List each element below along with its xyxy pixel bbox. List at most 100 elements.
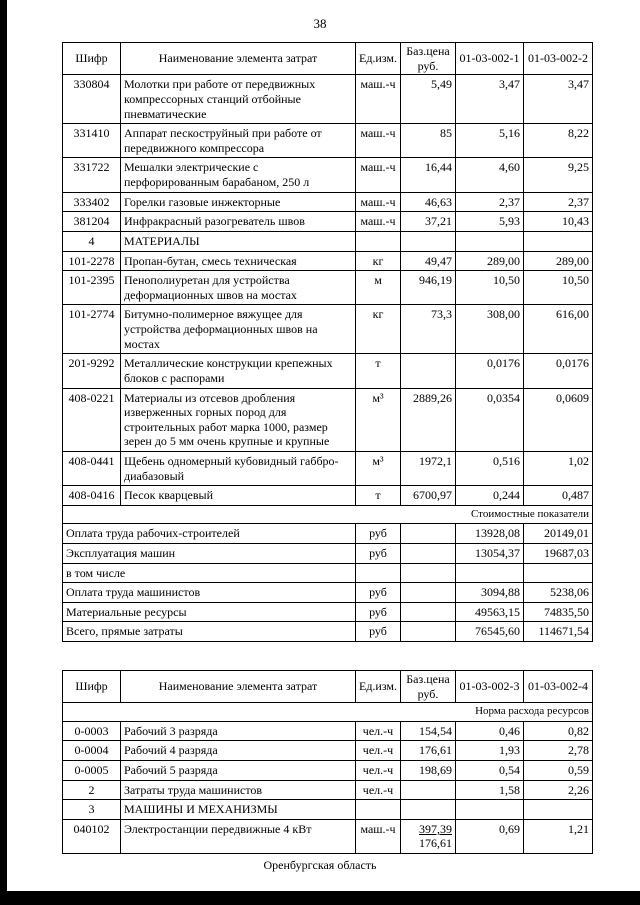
value-cell-2: 19687,03	[523, 542, 593, 564]
value-cell-2: 0,0176	[523, 353, 593, 389]
name-cell: МАШИНЫ И МЕХАНИЗМЫ	[120, 799, 356, 820]
code-cell: 408-0221	[62, 387, 121, 452]
table-row: Норма расхода ресурсов	[62, 702, 593, 722]
value-cell-1	[455, 230, 524, 252]
code-cell: 331410	[62, 123, 121, 159]
value-cell-1: 2,37	[455, 191, 524, 213]
table-row: Всего, прямые затраты руб 76545,60 114671,5…	[62, 621, 593, 643]
value-cell-1: 0,0176	[455, 353, 524, 389]
unit-cell: чел.-ч	[355, 720, 401, 742]
code-cell: 3	[62, 799, 121, 820]
value-cell-2: 5238,06	[523, 582, 593, 603]
base-price-cell: 16,44	[400, 157, 456, 193]
code-cell: 330804	[62, 74, 121, 125]
code-cell: 4	[62, 230, 121, 252]
unit-cell: кг	[355, 304, 401, 355]
base-price-cell	[400, 582, 456, 603]
base-price-cell	[400, 230, 456, 252]
unit-cell: чел.-ч	[355, 779, 401, 801]
header-name: Наименование элемента затрат	[120, 670, 356, 704]
unit-cell: м³	[355, 387, 401, 452]
value-cell-2: 74835,50	[523, 601, 593, 623]
base-price-cell: 2889,26	[400, 387, 456, 452]
table-row: 408-0221 Материалы из отсевов дробления и…	[62, 387, 593, 452]
name-cell: Рабочий 3 разряда	[120, 720, 356, 742]
header-norm-col-1: 01-03-002-1	[455, 41, 524, 76]
page-number: 38	[313, 16, 327, 31]
name-cell: Металлические конструкции крепежных блок…	[120, 353, 356, 389]
code-cell: 331722	[62, 157, 121, 193]
unit-cell: маш.-ч	[355, 74, 401, 125]
base-price-cell: 49,47	[400, 250, 456, 272]
code-cell: 0-0004	[62, 740, 121, 761]
value-cell-2: 616,00	[523, 304, 593, 355]
value-cell-1: 0,54	[455, 759, 524, 781]
table-row: 2 Затраты труда машинистов чел.-ч 1,58 2,26	[62, 779, 593, 801]
base-price-cell: 176,61	[400, 740, 456, 761]
base-price-cell: 1972,1	[400, 450, 456, 487]
name-cell: Инфракрасный разогреватель швов	[120, 211, 356, 232]
table-row: 101-2278 Пропан-бутан, смесь техническая к…	[62, 250, 593, 272]
value-cell-1: 13054,37	[455, 542, 524, 564]
base-price-cell	[400, 523, 456, 544]
value-cell-1: 13928,08	[455, 523, 524, 544]
value-cell-1: 4,60	[455, 157, 524, 193]
name-cell: Рабочий 4 разряда	[120, 740, 356, 761]
value-cell-1: 5,16	[455, 123, 524, 159]
header-name: Наименование элемента затрат	[120, 41, 356, 76]
name-cell: Битумно-полимерное вяжущее для устройств…	[120, 304, 356, 355]
table-row: 0-0005 Рабочий 5 разряда чел.-ч 198,69 0,54 0…	[62, 759, 593, 781]
value-cell-1: 0,244	[455, 485, 524, 506]
value-cell-2: 2,26	[523, 779, 593, 801]
value-cell-2: 0,487	[523, 485, 593, 506]
table-row: 408-0441 Щебень одномерный кубовидный габ…	[62, 450, 593, 487]
header-code: Шифр	[62, 670, 121, 704]
summary-label: в том числе	[62, 562, 356, 584]
value-cell-2	[523, 562, 593, 584]
table-row: 408-0416 Песок кварцевый т 6700,97 0,244 0,48…	[62, 485, 593, 506]
summary-label: Оплата труда машинистов	[62, 582, 356, 603]
unit-cell: маш.-ч	[355, 123, 401, 159]
summary-label: Оплата труда рабочих-строителей	[62, 523, 356, 544]
section-label: Стоимостные показатели	[62, 504, 593, 525]
section-label: Норма расхода ресурсов	[62, 702, 593, 722]
value-cell-2: 10,50	[523, 270, 593, 306]
code-cell: 040102	[62, 818, 121, 855]
code-cell: 0-0003	[62, 720, 121, 742]
header-norm-col-2: 01-03-002-4	[523, 670, 593, 704]
unit-cell	[355, 230, 401, 252]
base-price-cell: 73,3	[400, 304, 456, 355]
table-row: 101-2774 Битумно-полимерное вяжущее для у…	[62, 304, 593, 355]
summary-label: Всего, прямые затраты	[62, 621, 356, 643]
cost-table-01-03-002-3-4: Шифр Наименование элемента затрат Ед.изм. Б…	[62, 670, 593, 855]
base-price-cell: 397,39 176,61	[400, 818, 456, 855]
base-price-cell: 5,49	[400, 74, 456, 125]
code-cell: 333402	[62, 191, 121, 213]
value-cell-1	[455, 799, 524, 820]
name-cell: МАТЕРИАЛЫ	[120, 230, 356, 252]
value-cell-2: 0,82	[523, 720, 593, 742]
unit-cell: м	[355, 270, 401, 306]
table-row: в том числе	[62, 562, 593, 584]
region-footer: Оренбургская область	[263, 858, 377, 872]
table-row: 0-0003 Рабочий 3 разряда чел.-ч 154,54 0,46 0…	[62, 720, 593, 742]
code-cell: 381204	[62, 211, 121, 232]
code-cell: 2	[62, 779, 121, 801]
table-row: 381204 Инфракрасный разогреватель швов маш…	[62, 211, 593, 232]
base-price-cell	[400, 779, 456, 801]
value-cell-2: 1,02	[523, 450, 593, 487]
value-cell-1: 10,50	[455, 270, 524, 306]
unit-cell: т	[355, 485, 401, 506]
name-cell: Затраты труда машинистов	[120, 779, 356, 801]
scan-edge-bottom	[0, 891, 640, 905]
name-cell: Мешалки электрические с перфорированным …	[120, 157, 356, 193]
name-cell: Аппарат пескоструйный при работе от пере…	[120, 123, 356, 159]
name-cell: Пенополиуретан для устройства деформацио…	[120, 270, 356, 306]
name-cell: Материалы из отсевов дробления изверженн…	[120, 387, 356, 452]
code-cell: 101-2278	[62, 250, 121, 272]
unit-cell: чел.-ч	[355, 759, 401, 781]
value-cell-2: 2,78	[523, 740, 593, 761]
value-cell-1: 308,00	[455, 304, 524, 355]
value-cell-1: 1,93	[455, 740, 524, 761]
